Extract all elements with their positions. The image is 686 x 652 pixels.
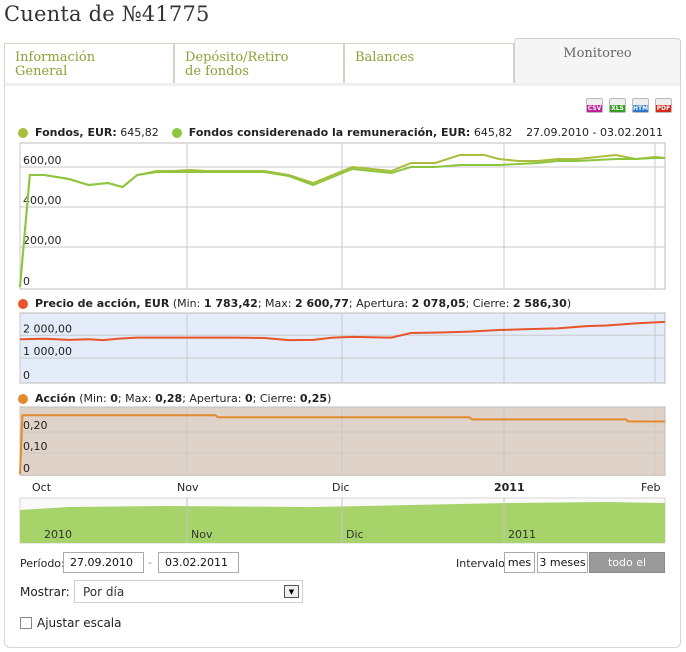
interval-mes-button[interactable]: mes bbox=[504, 552, 535, 573]
show-label: Mostrar: bbox=[20, 585, 70, 599]
date-to-input[interactable]: 03.02.2011 bbox=[158, 552, 239, 573]
tab-label-line1: Monitoreo bbox=[563, 46, 632, 61]
legend-remuneracion-value: 645,82 bbox=[473, 126, 513, 139]
pdf-export-icon[interactable]: PDF bbox=[655, 98, 672, 113]
legend-remuneracion-label: Fondos considerenado la remuneración, EU… bbox=[188, 126, 471, 139]
scale-label: Ajustar escala bbox=[37, 616, 122, 630]
chevron-down-icon[interactable]: ▼ bbox=[284, 585, 299, 598]
export-icons: CSV XLS HTM PDF bbox=[586, 98, 672, 113]
tab-label-line2: de fondos bbox=[185, 64, 249, 79]
legend-accion-close: 0,25 bbox=[299, 392, 328, 405]
panel-top-strip bbox=[5, 83, 680, 86]
legend-accion-close-label: ; Cierre: bbox=[252, 392, 297, 405]
legend-precio-row: Precio de acción, EUR (Min: 1 783,42; Ma… bbox=[18, 297, 571, 310]
legend-fondos-value: 645,82 bbox=[120, 126, 159, 139]
legend-accion-max: 0,28 bbox=[155, 392, 183, 405]
legend-accion-min: 0 bbox=[110, 392, 118, 405]
legend-fondos-label: Fondos, EUR: bbox=[35, 126, 117, 139]
tab-balances[interactable]: Balances bbox=[344, 43, 514, 83]
legend-precio-end: ) bbox=[566, 297, 572, 310]
show-select-value: Por día bbox=[83, 585, 125, 599]
legend-precio-min-label: (Min: bbox=[172, 297, 201, 310]
legend-precio-min: 1 783,42 bbox=[203, 297, 258, 310]
csv-export-icon[interactable]: CSV bbox=[586, 98, 603, 113]
legend-dot-accion bbox=[18, 393, 28, 404]
show-select[interactable]: Por día ▼ bbox=[74, 580, 303, 603]
legend-accion-max-label: ; Max: bbox=[117, 392, 152, 405]
tab-label-line1: Información bbox=[15, 50, 96, 65]
period-label: Período: bbox=[20, 557, 65, 570]
date-separator: - bbox=[148, 556, 152, 569]
legend-accion-end: ) bbox=[327, 392, 332, 405]
interval-todo-el-tiempo-button[interactable]: todo el tiempo bbox=[589, 552, 665, 588]
tab-deposito-retiro[interactable]: Depósito/Retiro de fondos bbox=[174, 43, 344, 83]
legend-dot-remuneracion bbox=[171, 127, 182, 138]
tab-informacion-general[interactable]: Información General bbox=[4, 43, 174, 83]
tab-monitoreo[interactable]: Monitoreo bbox=[514, 38, 681, 84]
htm-export-icon[interactable]: HTM bbox=[632, 98, 649, 113]
legend-precio-max-label: ; Max: bbox=[257, 297, 292, 310]
legend-precio-close-label: ; Cierre: bbox=[465, 297, 510, 310]
xls-export-icon[interactable]: XLS bbox=[609, 98, 626, 113]
legend-fondos-row: Fondos, EUR: 645,82 Fondos considerenado… bbox=[18, 126, 512, 139]
interval-label: Intervalo: bbox=[456, 557, 509, 570]
date-from-input[interactable]: 27.09.2010 bbox=[63, 552, 144, 573]
interval-3-meses-button[interactable]: 3 meses bbox=[537, 552, 588, 573]
legend-precio-max: 2 600,77 bbox=[294, 297, 349, 310]
legend-precio-open-label: ; Apertura: bbox=[348, 297, 409, 310]
legend-accion-label: Acción bbox=[35, 392, 76, 405]
legend-accion-open: 0 bbox=[244, 392, 253, 405]
tab-label-line1: Depósito/Retiro bbox=[185, 50, 289, 65]
legend-dot-precio bbox=[18, 298, 28, 309]
date-range: 27.09.2010 - 03.02.2011 bbox=[526, 126, 663, 139]
legend-precio-label: Precio de acción, EUR bbox=[35, 297, 170, 310]
tab-bar: Información General Depósito/Retiro de f… bbox=[4, 38, 681, 84]
legend-accion-open-label: ; Apertura: bbox=[182, 392, 242, 405]
scale-checkbox[interactable] bbox=[20, 617, 32, 629]
legend-dot-fondos bbox=[18, 127, 28, 138]
page-title: Cuenta de №41775 bbox=[4, 2, 210, 26]
legend-precio-open: 2 078,05 bbox=[411, 297, 466, 310]
legend-precio-close: 2 586,30 bbox=[512, 297, 567, 310]
tab-label-line1: Balances bbox=[355, 50, 415, 65]
tab-label-line2: General bbox=[15, 64, 68, 79]
legend-accion-row: Acción (Min: 0; Max: 0,28; Apertura: 0; … bbox=[18, 392, 331, 405]
legend-accion-min-label: (Min: bbox=[79, 392, 107, 405]
